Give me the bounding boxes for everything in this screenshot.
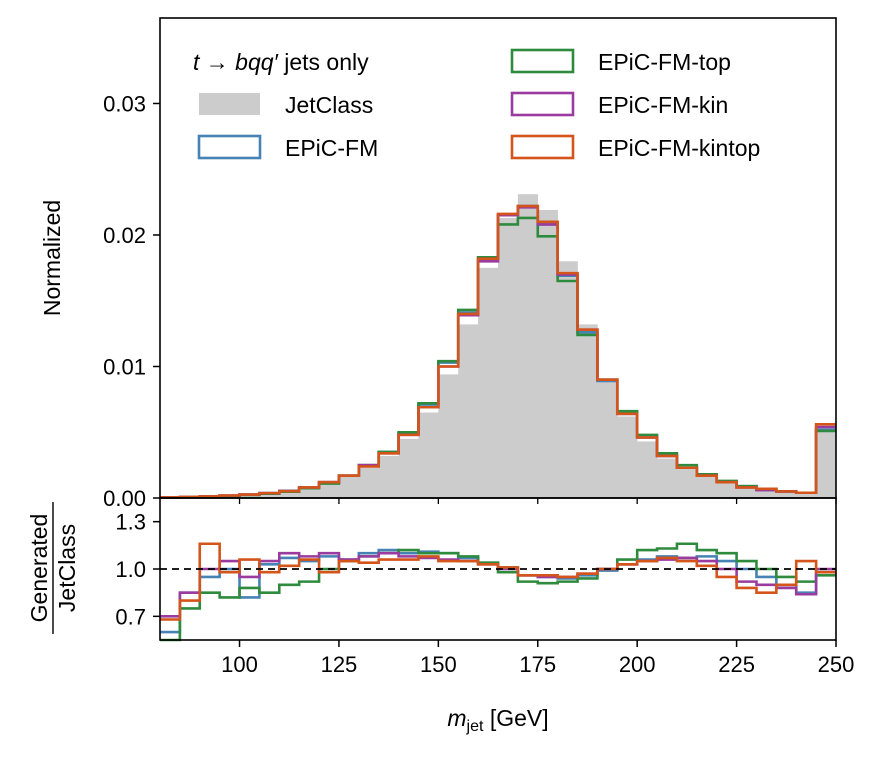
main-y-axis-title: Normalized [39,200,65,316]
legend-label-epic-fm-top: EPiC-FM-top [598,49,731,75]
x-ticks: 100 125 150 175 200 225 250 [221,498,854,677]
bar-jetclass-31 [776,491,797,498]
bar-jetclass-15 [458,324,479,498]
bar-jetclass-13 [418,412,439,498]
x-axis-title-subscript: jet [466,718,484,735]
legend-title-italic: t → bqq′ [193,49,279,75]
bar-jetclass-27 [696,476,718,498]
main-ytick-label: 0.02 [103,223,146,248]
x-axis-title-unit: [GeV] [483,705,548,731]
bar-jetclass-14 [438,374,459,498]
main-panel: 0.00 0.01 0.02 0.03 Normalized t → bqq′ jet… [39,17,837,511]
series-line-epic-fm-kintop [160,204,836,499]
bar-jetclass-32 [796,492,817,498]
main-ytick-label: 0.00 [103,486,146,511]
bar-jetclass-23 [617,416,638,498]
ratio-ytick-label: 1.0 [115,557,146,582]
bar-jetclass-17 [498,217,519,498]
bar-jetclass-5 [259,493,280,498]
xtick-label: 100 [221,652,258,677]
ratio-line-epic-fm-top [160,542,836,642]
legend-swatch-jetclass [199,93,260,115]
bar-jetclass-29 [736,486,757,498]
ratio-ytick-label: 1.3 [115,510,146,535]
main-y-ticks: 0.00 0.01 0.02 0.03 [103,91,160,511]
bar-jetclass-11 [378,455,399,498]
ratio-panel: 0.7 1.0 1.3 100 125 150 175 200 225 250 Generate… [26,497,854,735]
legend-label-epic-fm: EPiC-FM [285,135,378,161]
main-plot-series [160,194,837,499]
xtick-label: 175 [519,652,556,677]
ratio-y-axis-numerator: Generated [26,514,52,623]
bar-jetclass-28 [716,482,737,498]
ratio-y-axis-denominator: JetClass [54,524,80,612]
ratio-plot-series [160,542,836,642]
bar-jetclass-18 [517,194,539,498]
bar-jetclass-30 [756,488,777,498]
bar-jetclass-22 [597,379,618,498]
xtick-label: 125 [321,652,358,677]
main-ytick-label: 0.01 [103,354,146,379]
ratio-line-epic-fm-kintop [160,542,836,621]
bar-jetclass-21 [577,324,598,498]
bar-jetclass-4 [239,494,260,498]
bar-jetclass-16 [478,267,499,498]
bar-jetclass-9 [338,476,360,498]
legend-swatch-epic-fm [197,134,262,160]
x-axis-title: mjet [GeV] [447,705,548,735]
series-jetclass [160,194,837,498]
legend-label-epic-fm-kin: EPiC-FM-kin [598,92,728,118]
ratio-ytick-label: 0.7 [115,604,146,629]
bar-jetclass-20 [557,261,578,498]
legend-label-jetclass: JetClass [285,92,373,118]
xtick-label: 225 [718,652,755,677]
bar-jetclass-19 [537,210,558,498]
main-ytick-label: 0.03 [103,91,146,116]
bar-jetclass-25 [657,458,678,498]
legend-title-plain: jets only [278,49,369,75]
legend-swatch-epic-fm-kin [510,91,575,117]
xtick-label: 150 [420,652,457,677]
bar-jetclass-6 [279,491,300,498]
bar-jetclass-10 [358,467,380,498]
legend-label-epic-fm-kintop: EPiC-FM-kintop [598,135,760,161]
xtick-label: 200 [619,652,656,677]
bar-jetclass-7 [299,488,320,498]
x-axis-title-symbol: m [447,705,466,731]
legend: t → bqq′ jets only JetClass EPiC-FM EPiC… [193,48,760,161]
ratio-y-axis-title: Generated JetClass [26,502,80,634]
xtick-label: 250 [818,652,855,677]
ratio-y-ticks: 0.7 1.0 1.3 [115,510,160,629]
bar-jetclass-33 [816,428,837,498]
legend-swatch-epic-fm-kintop [510,134,575,160]
bar-jetclass-24 [637,441,658,498]
bar-jetclass-26 [676,469,698,498]
legend-title: t → bqq′ jets only [193,49,369,75]
bar-jetclass-12 [398,438,419,498]
legend-swatch-epic-fm-top [510,48,575,74]
bar-jetclass-8 [319,483,340,498]
